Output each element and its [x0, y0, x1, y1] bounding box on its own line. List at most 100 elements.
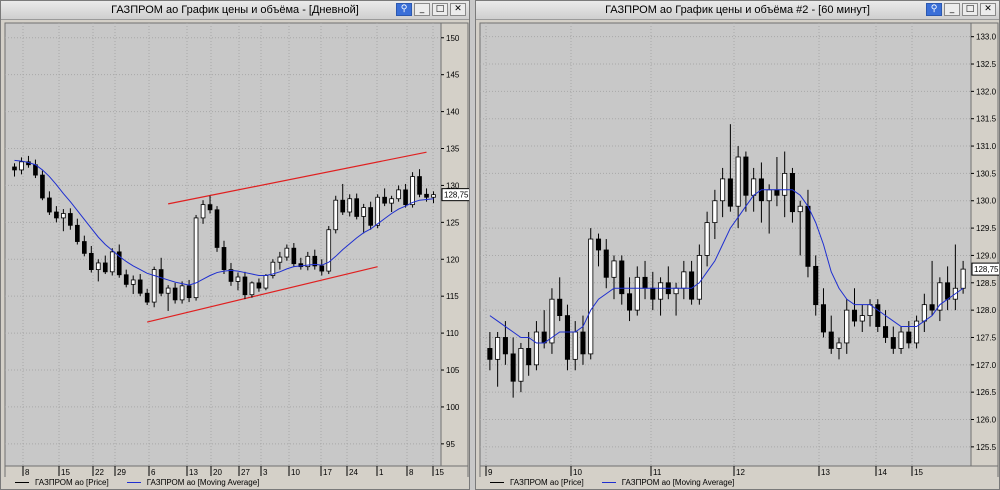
candle-body: [102, 262, 108, 273]
moving-average-line: [14, 159, 434, 286]
candle: [172, 282, 178, 304]
hourly-chart-window[interactable]: ГАЗПРОМ ао График цены и объёма #2 - [60…: [475, 0, 1000, 490]
candle-body: [347, 198, 353, 213]
x-tick-label: 17: [323, 468, 332, 477]
candle: [487, 332, 493, 371]
x-axis-panel: [4, 465, 469, 477]
candle-body: [396, 189, 401, 200]
x-tick-label: 12: [736, 468, 745, 477]
x-tick-label: 27: [241, 468, 250, 477]
candle: [249, 281, 255, 298]
y-tick-label: 100: [446, 403, 460, 412]
candle: [235, 272, 241, 291]
candle-body: [782, 173, 788, 196]
candle: [277, 251, 283, 270]
window-title-bar[interactable]: ГАЗПРОМ ао График цены и объёма - [Дневн…: [1, 1, 469, 20]
candle: [270, 259, 276, 279]
candle: [658, 277, 664, 316]
candle: [54, 206, 59, 223]
candle: [47, 191, 52, 215]
candle: [611, 255, 617, 300]
candle-body: [720, 178, 726, 202]
y-axis-panel: [440, 22, 469, 467]
window-title-bar[interactable]: ГАЗПРОМ ао График цены и объёма #2 - [60…: [476, 1, 999, 20]
x-tick-label: 1: [379, 468, 384, 477]
candle-body: [883, 326, 889, 338]
candle-body: [130, 279, 136, 285]
candle: [782, 151, 788, 218]
candle-body: [95, 262, 101, 271]
last-price-box: [971, 262, 999, 276]
x-tick-label: 15: [914, 468, 923, 477]
candle: [68, 208, 73, 230]
candle: [326, 226, 332, 275]
maximize-icon[interactable]: □: [962, 3, 978, 16]
candle-body: [681, 271, 687, 289]
close-icon[interactable]: ✕: [980, 3, 996, 16]
candle: [626, 277, 633, 322]
legend-ma-label: ГАЗПРОМ ао [Moving Average]: [146, 477, 260, 487]
daily-chart-window[interactable]: ГАЗПРОМ ао График цены и объёма - [Дневн…: [0, 0, 470, 490]
x-tick-label: 20: [213, 468, 222, 477]
candle-body: [937, 282, 943, 311]
window-title: ГАЗПРОМ ао График цены и объёма #2 - [60…: [605, 4, 870, 16]
candle-body: [75, 224, 80, 242]
candle-body: [368, 207, 373, 226]
x-tick-label: 8: [409, 468, 414, 477]
candle: [836, 337, 842, 360]
candle: [417, 169, 422, 198]
candle: [743, 151, 749, 212]
pin-icon[interactable]: ⚲: [926, 3, 942, 16]
x-axis-panel: [479, 465, 999, 477]
y-tick-label: 120: [446, 255, 460, 264]
candle-body: [929, 304, 935, 311]
candle-body: [751, 178, 757, 196]
candle: [151, 266, 157, 308]
y-tick-label: 145: [446, 71, 460, 80]
maximize-icon[interactable]: □: [432, 3, 448, 16]
legend-item-price: ГАЗПРОМ ао [Price]: [490, 478, 584, 487]
candle-body: [502, 337, 508, 355]
candle-body: [875, 304, 881, 327]
candle-body: [851, 309, 858, 322]
candle-body: [619, 260, 625, 295]
candle-body: [389, 198, 394, 204]
candle-body: [564, 315, 570, 360]
y-tick-label: 131.5: [976, 115, 997, 124]
candle: [207, 195, 213, 214]
candle-body: [859, 315, 865, 322]
candle-body: [945, 282, 951, 300]
x-tick-label: 9: [488, 468, 493, 477]
moving-average-line: [489, 189, 964, 344]
pin-icon[interactable]: ⚲: [396, 3, 412, 16]
candle-body: [743, 156, 749, 196]
plot-area: [4, 22, 442, 467]
y-tick-label: 110: [446, 329, 459, 338]
candle: [19, 157, 24, 175]
candle: [410, 172, 415, 208]
minimize-icon[interactable]: _: [414, 3, 430, 16]
close-icon[interactable]: ✕: [450, 3, 466, 16]
candle-body: [906, 331, 912, 344]
candle-body: [914, 320, 920, 344]
candle: [914, 315, 920, 349]
candle: [333, 195, 339, 234]
candle: [704, 211, 710, 267]
y-tick-label: 129.0: [976, 251, 997, 260]
candle-body: [424, 193, 429, 198]
candle-body: [805, 205, 811, 267]
candle-body: [626, 293, 633, 311]
candle: [123, 269, 129, 288]
y-tick-label: 105: [446, 366, 460, 375]
price-chart[interactable]: 125.5 126.0 126.5 127.0 127.5 128.0 128.5 129.0…: [476, 21, 999, 477]
candle-body: [221, 247, 227, 271]
candle: [431, 191, 436, 204]
last-price-label: 128,75: [444, 191, 469, 200]
candle: [549, 288, 555, 354]
minimize-icon[interactable]: _: [944, 3, 960, 16]
candle: [88, 245, 94, 273]
candle-body: [549, 298, 555, 344]
candle-body: [61, 213, 66, 219]
candle: [340, 183, 346, 215]
